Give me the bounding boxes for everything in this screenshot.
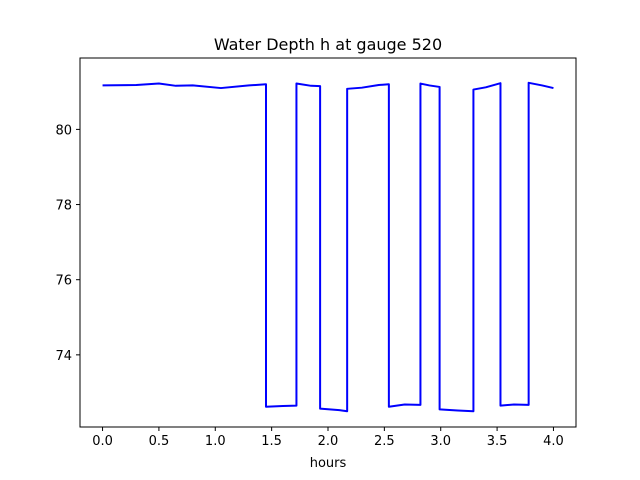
- x-axis-label: hours: [310, 456, 347, 471]
- x-tick-label: 0.0: [92, 434, 113, 449]
- chart-title: Water Depth h at gauge 520: [214, 35, 442, 54]
- y-tick-label: 74: [55, 349, 72, 364]
- x-tick-label: 1.0: [205, 434, 226, 449]
- y-tick-label: 76: [55, 274, 72, 289]
- plot-area: 0.0 0.5 1.0 1.5 2.0 2.5 3.0 3.5 4.0 74 76 78 80: [55, 57, 577, 449]
- x-tick-label: 0.5: [149, 434, 170, 449]
- y-tick-label: 80: [55, 123, 72, 138]
- x-tick-label: 2.5: [374, 434, 395, 449]
- x-tick-label: 3.5: [487, 434, 508, 449]
- x-tick-label: 1.5: [261, 434, 282, 449]
- x-tick-label: 3.0: [430, 434, 451, 449]
- x-tick-label: 4.0: [543, 434, 564, 449]
- y-tick-label: 78: [55, 199, 72, 214]
- series-line-0: [102, 81, 554, 413]
- x-tick-label: 2.0: [318, 434, 339, 449]
